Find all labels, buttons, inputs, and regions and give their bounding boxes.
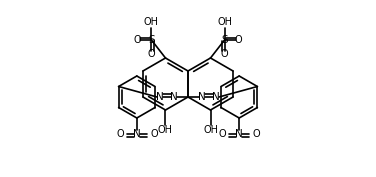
Text: N: N	[198, 92, 206, 102]
Text: O: O	[235, 35, 242, 45]
Text: O: O	[150, 129, 158, 139]
Text: O: O	[221, 49, 228, 59]
Text: S: S	[148, 35, 155, 45]
Text: N: N	[156, 92, 164, 102]
Text: O: O	[252, 129, 260, 139]
Text: N: N	[133, 129, 141, 139]
Text: O: O	[134, 35, 141, 45]
Text: OH: OH	[144, 17, 159, 27]
Text: N: N	[212, 92, 220, 102]
Text: O: O	[218, 129, 226, 139]
Text: N: N	[235, 129, 243, 139]
Text: S: S	[221, 35, 228, 45]
Text: OH: OH	[217, 17, 232, 27]
Text: OH: OH	[158, 125, 173, 135]
Text: OH: OH	[203, 125, 218, 135]
Text: N: N	[170, 92, 178, 102]
Text: O: O	[116, 129, 124, 139]
Text: O: O	[148, 49, 155, 59]
